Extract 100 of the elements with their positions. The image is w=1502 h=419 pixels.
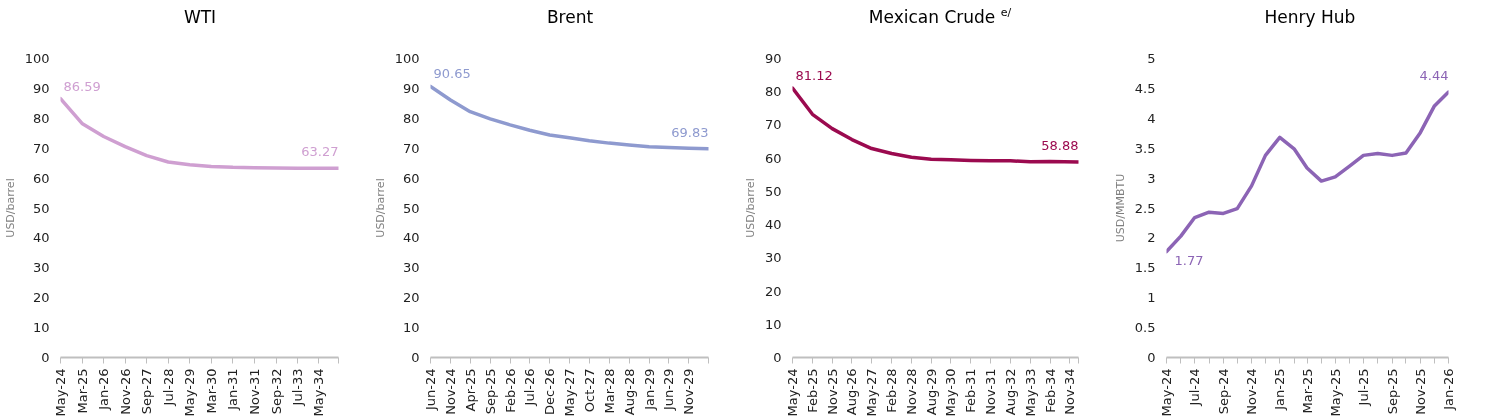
x-tick-label: Sep-32 (268, 368, 284, 415)
x-tick-label: Sep-25 (1384, 368, 1400, 415)
chart-title: Henry Hub (1264, 6, 1356, 29)
x-tick-label: Nov-26 (117, 368, 133, 415)
chart-title: Brent (546, 6, 594, 29)
x-tick-label: Aug-28 (621, 368, 637, 416)
data-label: 86.59 (63, 78, 101, 94)
y-tick-label: 20 (764, 283, 782, 299)
y-tick-label: 60 (402, 170, 420, 186)
y-tick-label: 4 (1147, 110, 1156, 126)
x-tick-label: Aug-32 (1002, 368, 1018, 416)
x-tick-label: Nov-25 (1412, 368, 1428, 415)
x-tick-label: Mar-28 (601, 368, 617, 414)
x-tick-label: Feb-28 (884, 368, 900, 413)
x-tick-label: Jan-26 (1441, 368, 1456, 411)
chart-title: Mexican Crude $^{e/}$ (868, 5, 1012, 29)
y-tick-label: 1 (1147, 290, 1156, 306)
y-tick-label: 100 (394, 51, 420, 66)
y-tick-label: 70 (32, 140, 50, 156)
y-tick-label: 10 (764, 316, 782, 332)
y-tick-label: 70 (402, 140, 420, 156)
x-tick-label: Sep-25 (482, 368, 498, 415)
y-tick-label: 50 (764, 183, 782, 199)
chart-title: WTI (183, 6, 217, 29)
y-axis-title: USD/barrel (373, 178, 387, 238)
x-tick-label: Nov-24 (442, 368, 458, 415)
x-tick-label: Jan-29 (641, 368, 657, 411)
x-tick-label: Mar-25 (74, 368, 90, 414)
y-tick-label: 60 (32, 170, 50, 186)
x-tick-label: May-29 (182, 368, 198, 417)
y-tick-label: 80 (402, 110, 420, 126)
y-tick-label: 60 (764, 150, 782, 166)
x-tick-label: May-25 (1327, 368, 1343, 417)
y-tick-label: 3 (1147, 170, 1156, 186)
data-label: 4.44 (1419, 67, 1449, 83)
y-tick-label: 30 (764, 250, 782, 266)
x-tick-label: Jun-29 (661, 368, 677, 412)
line-series (430, 84, 709, 151)
x-tick-label: Jul-26 (522, 368, 538, 407)
x-tick-label: Nov-34 (1062, 368, 1078, 415)
y-tick-label: 30 (402, 260, 420, 276)
y-tick-label: 90 (764, 51, 782, 66)
line-series (60, 96, 339, 171)
y-tick-label: 90 (402, 80, 420, 96)
y-tick-label: 0 (411, 350, 420, 365)
y-tick-label: 50 (402, 200, 420, 216)
y-tick-label: 0 (1147, 350, 1156, 365)
y-tick-label: 100 (24, 51, 50, 66)
data-label: 63.27 (301, 144, 339, 160)
line-series (792, 86, 1079, 164)
y-tick-label: 0 (773, 350, 782, 365)
x-tick-label: Aug-26 (844, 368, 860, 416)
data-label: 1.77 (1174, 252, 1204, 268)
y-tick-label: 10 (402, 320, 420, 336)
x-tick-label: Jan-26 (96, 368, 112, 411)
x-tick-label: Jul-24 (1187, 368, 1203, 407)
y-tick-label: 5 (1147, 51, 1156, 66)
y-tick-label: 10 (32, 320, 50, 336)
y-axis-title: USD/barrel (743, 178, 757, 238)
y-tick-label: 40 (32, 230, 50, 246)
x-tick-label: Nov-31 (246, 368, 262, 415)
x-tick-label: Oct-27 (581, 368, 597, 413)
y-tick-label: 2 (1147, 230, 1156, 246)
x-tick-label: Aug-29 (923, 368, 939, 416)
x-tick-label: Dec-26 (542, 368, 558, 415)
x-tick-label: May-24 (53, 368, 68, 417)
x-tick-label: May-34 (311, 368, 327, 417)
x-tick-label: Feb-26 (502, 368, 518, 413)
y-tick-label: 0.5 (1134, 320, 1156, 336)
x-tick-label: Jun-24 (423, 368, 438, 412)
x-tick-label: Nov-28 (903, 368, 919, 415)
y-tick-label: 80 (32, 110, 50, 126)
y-tick-label: 50 (32, 200, 50, 216)
y-axis-title: USD/MMBTU (1113, 173, 1127, 243)
data-label: 81.12 (795, 68, 833, 83)
x-tick-label: Nov-24 (1244, 368, 1260, 415)
y-tick-label: 90 (32, 80, 50, 96)
data-label: 58.88 (1041, 137, 1079, 153)
y-axis-title: USD/barrel (3, 178, 17, 238)
data-label: 69.83 (671, 124, 709, 140)
x-tick-label: Jan-31 (225, 368, 241, 411)
y-tick-label: 80 (764, 84, 782, 100)
x-tick-label: Jul-28 (160, 368, 176, 407)
x-tick-label: Nov-25 (824, 368, 840, 415)
x-tick-label: May-24 (1159, 368, 1174, 417)
x-tick-label: Feb-34 (1042, 368, 1058, 413)
x-tick-label: Feb-25 (804, 368, 820, 413)
x-tick-label: Mar-25 (1299, 368, 1315, 414)
y-tick-label: 4.5 (1134, 80, 1156, 96)
y-tick-label: 70 (764, 117, 782, 133)
data-label: 90.65 (433, 66, 471, 82)
y-tick-label: 1.5 (1134, 260, 1156, 276)
x-tick-label: Jan-25 (1272, 368, 1288, 411)
y-tick-label: 40 (764, 217, 782, 233)
y-tick-label: 2.5 (1134, 200, 1156, 216)
x-tick-label: May-24 (785, 368, 800, 417)
y-tick-label: 40 (402, 230, 420, 246)
y-tick-label: 30 (32, 260, 50, 276)
x-tick-label: Jul-33 (289, 368, 305, 407)
x-tick-label: Nov-31 (983, 368, 999, 415)
